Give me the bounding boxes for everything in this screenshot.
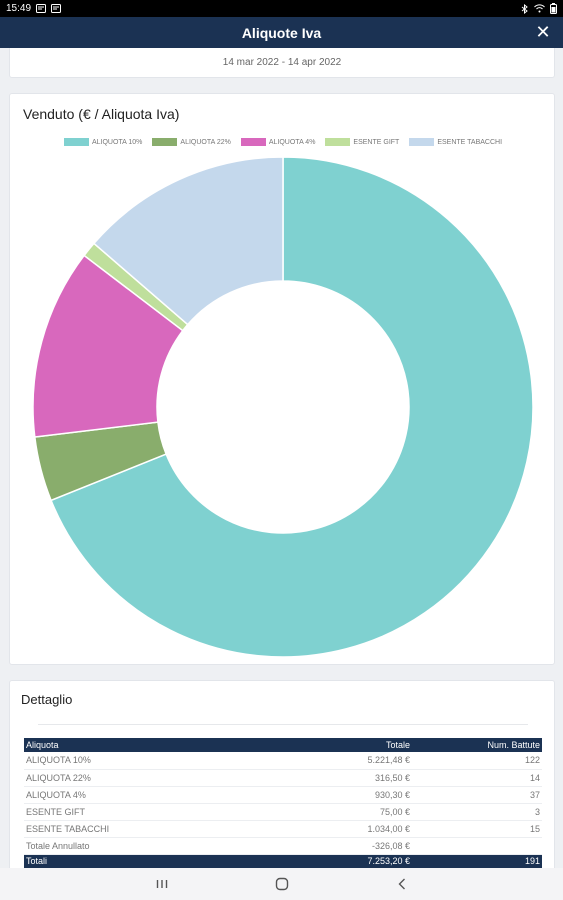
row-name: Totale Annullato bbox=[24, 837, 264, 855]
table-row: ALIQUOTA 22% 316,50 € 14 bbox=[24, 769, 542, 787]
divider bbox=[38, 724, 528, 725]
legend-label: ESENTE TABACCHI bbox=[437, 138, 503, 146]
notification-icon bbox=[36, 4, 47, 13]
table-total-row: Totali 7.253,20 € 191 bbox=[24, 854, 542, 869]
home-icon[interactable] bbox=[272, 874, 292, 894]
legend-swatch bbox=[152, 138, 178, 146]
chart-card: Venduto (€ / Aliquota Iva) ALIQUOTA 10% A… bbox=[9, 93, 555, 665]
detail-table: Aliquota Totale Num. Battute ALIQUOTA 10… bbox=[24, 738, 542, 869]
legend-item[interactable]: ALIQUOTA 10% bbox=[63, 138, 143, 146]
table-row: ESENTE TABACCHI 1.034,00 € 15 bbox=[24, 820, 542, 838]
close-icon[interactable]: ✕ bbox=[535, 22, 551, 42]
detail-title: Dettaglio bbox=[21, 692, 73, 707]
legend-item[interactable]: ESENTE TABACCHI bbox=[409, 138, 502, 146]
detail-card: Dettaglio Aliquota Totale Num. Battute A… bbox=[9, 680, 555, 880]
bluetooth-icon bbox=[521, 3, 528, 14]
column-header-num-battute: Num. Battute bbox=[412, 738, 542, 752]
row-name: ESENTE TABACCHI bbox=[24, 820, 264, 838]
column-header-totale: Totale bbox=[264, 738, 412, 752]
row-name: ESENTE GIFT bbox=[24, 803, 264, 821]
row-name: ALIQUOTA 22% bbox=[24, 769, 264, 787]
row-total: -326,08 € bbox=[264, 837, 412, 855]
table-row: ESENTE GIFT 75,00 € 3 bbox=[24, 803, 542, 821]
total-amount: 7.253,20 € bbox=[264, 854, 412, 869]
column-header-aliquota: Aliquota bbox=[24, 738, 264, 752]
total-count: 191 bbox=[412, 854, 542, 869]
row-name: ALIQUOTA 4% bbox=[24, 786, 264, 804]
row-total: 316,50 € bbox=[264, 769, 412, 787]
chart-legend: ALIQUOTA 10% ALIQUOTA 22% ALIQUOTA 4% ESENT… bbox=[10, 138, 556, 146]
status-bar: 15:49 bbox=[0, 0, 563, 17]
row-count: 3 bbox=[412, 803, 542, 821]
legend-label: ALIQUOTA 22% bbox=[180, 138, 231, 146]
row-name: ALIQUOTA 10% bbox=[24, 752, 264, 770]
table-row: Totale Annullato -326,08 € bbox=[24, 837, 542, 855]
row-count bbox=[412, 837, 542, 855]
row-count: 15 bbox=[412, 820, 542, 838]
row-total: 5.221,48 € bbox=[264, 752, 412, 770]
row-total: 930,30 € bbox=[264, 786, 412, 804]
table-row: ALIQUOTA 4% 930,30 € 37 bbox=[24, 786, 542, 804]
pie-slice[interactable] bbox=[50, 156, 534, 658]
legend-label: ALIQUOTA 4% bbox=[268, 138, 316, 146]
legend-item[interactable]: ALIQUOTA 4% bbox=[240, 138, 316, 146]
table-row: ALIQUOTA 10% 5.221,48 € 122 bbox=[24, 752, 542, 770]
row-total: 75,00 € bbox=[264, 803, 412, 821]
battery-icon bbox=[550, 3, 557, 14]
legend-swatch bbox=[63, 138, 89, 146]
recent-apps-icon[interactable] bbox=[152, 874, 172, 894]
pie-slice[interactable] bbox=[92, 156, 284, 326]
app-bar: Aliquote Iva ✕ bbox=[0, 17, 563, 48]
legend-item[interactable]: ALIQUOTA 22% bbox=[152, 138, 231, 146]
wifi-icon bbox=[534, 4, 545, 13]
notification-icon bbox=[51, 4, 62, 13]
row-count: 122 bbox=[412, 752, 542, 770]
row-total: 1.034,00 € bbox=[264, 820, 412, 838]
chart-title: Venduto (€ / Aliquota Iva) bbox=[23, 106, 180, 122]
donut-chart bbox=[32, 156, 534, 658]
legend-swatch bbox=[325, 138, 351, 146]
date-range[interactable]: 14 mar 2022 - 14 apr 2022 bbox=[222, 57, 342, 68]
back-icon[interactable] bbox=[392, 874, 412, 894]
legend-label: ESENTE GIFT bbox=[353, 138, 400, 146]
row-count: 37 bbox=[412, 786, 542, 804]
table-header-row: Aliquota Totale Num. Battute bbox=[24, 738, 542, 752]
total-name: Totali bbox=[24, 854, 264, 869]
legend-swatch bbox=[240, 138, 266, 146]
status-time: 15:49 bbox=[6, 3, 32, 14]
legend-label: ALIQUOTA 10% bbox=[91, 138, 143, 146]
row-count: 14 bbox=[412, 769, 542, 787]
date-range-card: 14 mar 2022 - 14 apr 2022 bbox=[9, 48, 555, 78]
legend-swatch bbox=[409, 138, 435, 146]
page-title: Aliquote Iva bbox=[241, 24, 322, 41]
legend-item[interactable]: ESENTE GIFT bbox=[325, 138, 399, 146]
navigation-bar bbox=[0, 868, 563, 900]
